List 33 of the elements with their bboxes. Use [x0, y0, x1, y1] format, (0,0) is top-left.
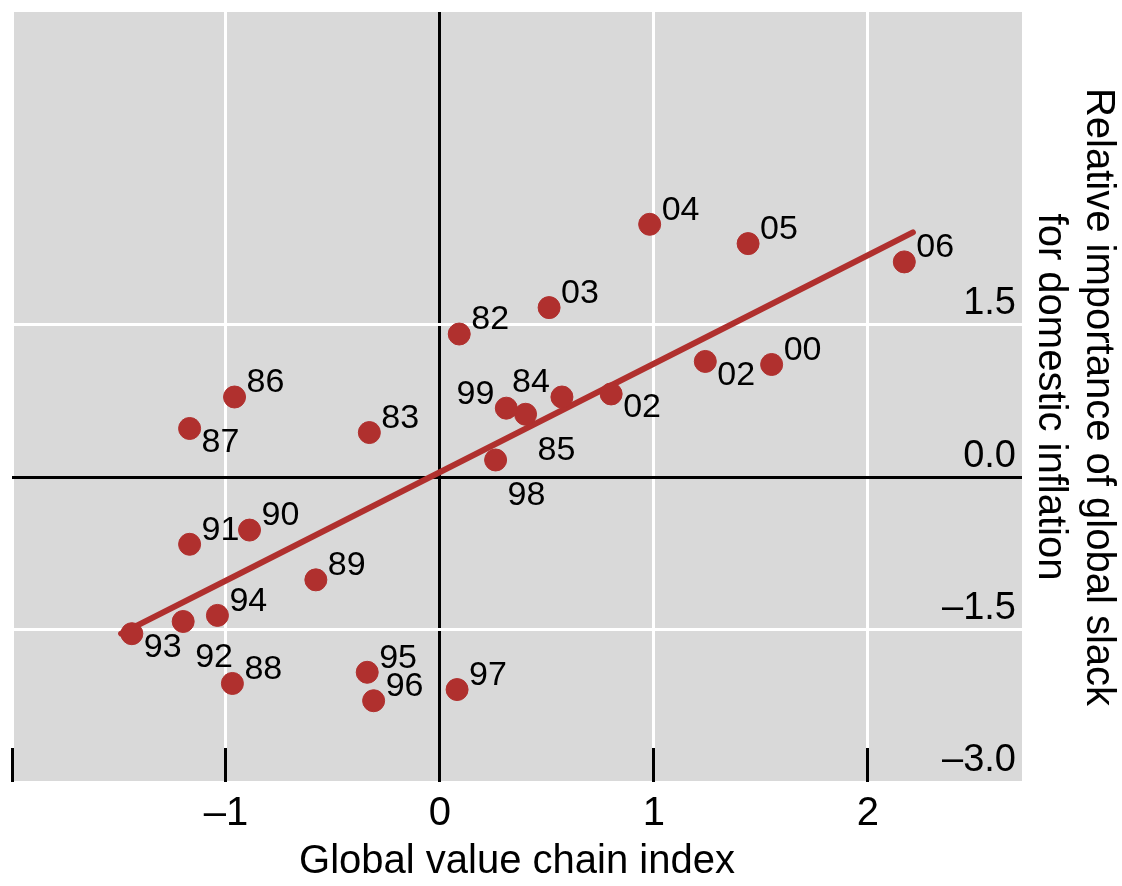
x-tick-label: 1: [642, 789, 666, 834]
y-tick-label: 0.0: [963, 432, 1016, 475]
annotation: 05: [760, 207, 798, 246]
y-tick-label: 1.5: [963, 280, 1016, 323]
annotation: 97: [469, 653, 507, 692]
annotation: 06: [916, 226, 955, 265]
annotation: 94: [229, 579, 268, 618]
annotation: 83: [381, 396, 420, 435]
annotation: 87: [201, 420, 240, 459]
y-tick-label: –3.0: [942, 737, 1016, 780]
annotation: 91: [201, 508, 240, 547]
annotation: 04: [661, 188, 700, 227]
annotation: 98: [507, 474, 546, 513]
annotation: 88: [244, 647, 283, 686]
annotation: 85: [537, 428, 576, 467]
x-axis-title: Global value chain index: [299, 837, 735, 882]
annotation: 02: [717, 353, 756, 392]
y-axis-title: Relative importance of global slack for domestic inflation: [1030, 87, 1122, 708]
annotation: 84: [512, 361, 550, 400]
annotation: 89: [327, 544, 366, 583]
annotation: 86: [246, 361, 285, 400]
annotation: 93: [143, 626, 182, 665]
x-tick-label: 2: [856, 789, 880, 834]
annotation: 92: [195, 635, 234, 674]
annotation: 90: [261, 494, 300, 533]
annotation: 82: [471, 298, 510, 337]
annotation: 02: [623, 386, 661, 425]
annotation: 99: [456, 372, 495, 411]
annotation: 00: [783, 328, 822, 367]
y-tick-label: –1.5: [942, 585, 1016, 628]
x-tick-label: 0: [428, 789, 452, 834]
annotation: 03: [561, 271, 599, 310]
x-tick-label: –1: [203, 789, 249, 834]
